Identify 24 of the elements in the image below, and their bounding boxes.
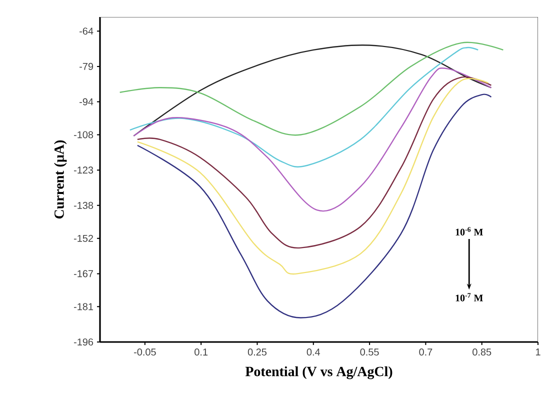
line-series — [133, 68, 492, 212]
y-tick-label: -167 — [74, 270, 93, 278]
annotation: 10$^{-7}$ M — [456, 293, 483, 302]
x-tick-label: 0.4 — [306, 348, 320, 356]
y-tick-label: -152 — [74, 234, 93, 242]
y-tick-label: -181 — [74, 303, 94, 310]
y-tick-label: -123 — [74, 166, 94, 174]
y-tick-label: -138 — [74, 202, 94, 209]
y-tick-label: -108 — [74, 131, 94, 138]
x-tick-label: 1 — [536, 348, 540, 356]
annotation: 10$^{-6}$ M — [456, 227, 483, 236]
y-tick-label: -79 — [80, 62, 94, 70]
y-axis-title: Current (µA) — [54, 140, 67, 219]
x-tick-label: 0.25 — [248, 348, 267, 356]
x-tick-label: 0.85 — [472, 348, 492, 356]
y-tick-label: -64 — [80, 28, 94, 35]
x-tick-label: 0.55 — [360, 348, 379, 356]
x-tick-label: 0.7 — [419, 348, 432, 356]
x-tick-label: -0.05 — [134, 348, 156, 356]
x-axis-title: Potential (V vs Ag/AgCl) — [245, 366, 392, 380]
y-tick-label: -196 — [74, 338, 94, 346]
y-tick-label: -94 — [80, 98, 94, 106]
x-tick-label: 0.1 — [194, 348, 208, 356]
line-series — [136, 94, 492, 318]
